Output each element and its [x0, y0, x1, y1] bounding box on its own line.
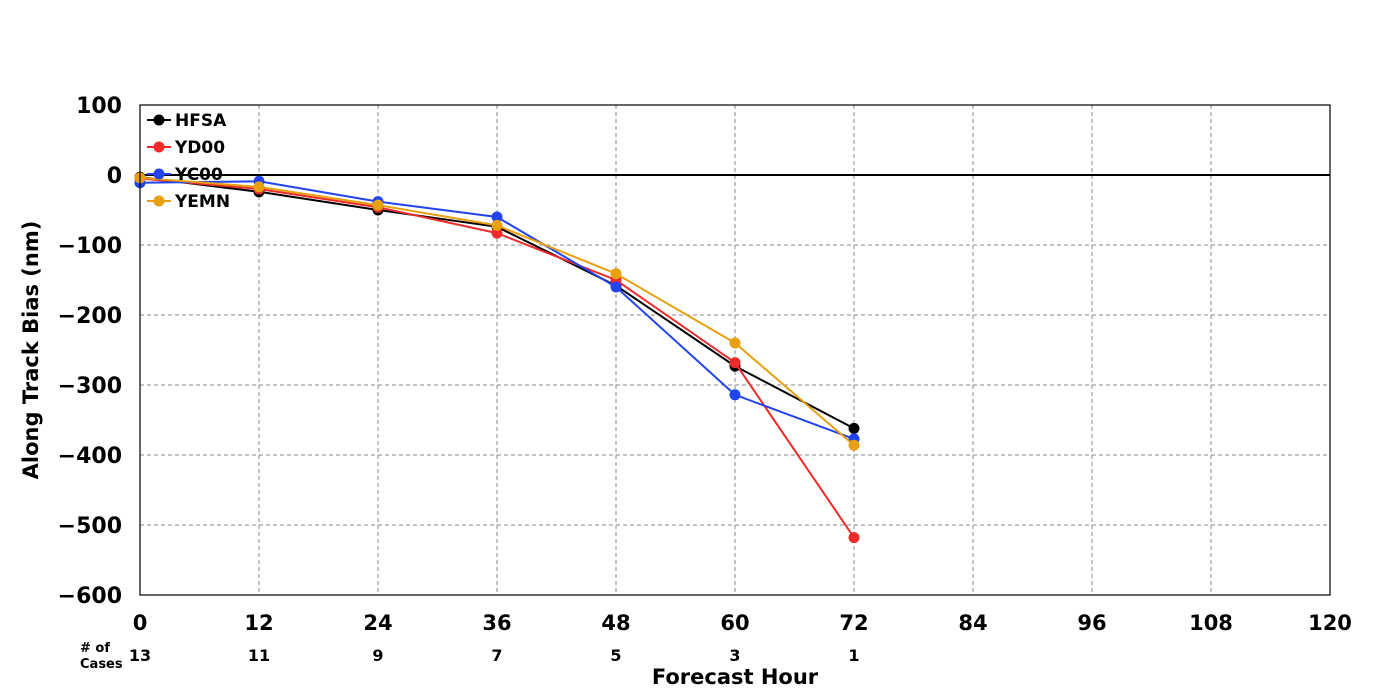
grid-lines	[140, 105, 1330, 595]
x-tick-label: 108	[1189, 611, 1233, 635]
case-count: 3	[729, 646, 740, 665]
x-tick-label: 72	[839, 611, 868, 635]
case-count: 9	[372, 646, 383, 665]
data-point-yc00	[610, 281, 622, 293]
data-point-yc00	[491, 211, 503, 223]
data-point-yc00	[729, 389, 741, 401]
x-tick-label: 12	[244, 611, 273, 635]
legend-item-hfsa: HFSA	[147, 111, 227, 131]
cases-label-line2: Cases	[80, 657, 123, 672]
legend-marker-hfsa	[153, 114, 165, 126]
case-count: 11	[248, 646, 270, 665]
data-point-yd00	[729, 357, 741, 369]
legend: HFSA YD00 YC00 YEMN	[147, 111, 230, 212]
x-tick-label: 96	[1077, 611, 1106, 635]
y-tick-label: −300	[58, 374, 122, 399]
legend-marker-yd00	[153, 141, 165, 153]
x-tick-label: 0	[133, 611, 148, 635]
data-point-yemn	[491, 219, 503, 231]
data-point-yemn	[848, 439, 860, 451]
y-tick-label: 100	[76, 94, 122, 119]
cases-label-line1: # of	[80, 641, 110, 656]
data-point-yemn	[610, 268, 622, 280]
data-point-yemn	[372, 199, 384, 211]
legend-item-yd00: YD00	[147, 138, 225, 158]
x-axis-label: Forecast Hour	[652, 665, 819, 689]
y-tick-label: −500	[58, 514, 122, 539]
x-tick-labels: 0 12 24 36 48 60 72 84 96 108 120	[133, 611, 1352, 635]
legend-marker-yemn	[153, 195, 165, 207]
x-tick-label: 24	[363, 611, 392, 635]
legend-item-yc00: YC00	[147, 165, 223, 185]
case-count: 7	[491, 646, 502, 665]
legend-label-yc00: YC00	[174, 165, 223, 185]
x-tick-label: 84	[958, 611, 987, 635]
case-count: 13	[129, 646, 151, 665]
x-tick-label: 60	[720, 611, 749, 635]
y-tick-label: −100	[58, 234, 122, 259]
legend-item-yemn: YEMN	[147, 192, 230, 212]
case-count: 5	[610, 646, 621, 665]
y-tick-label: −600	[58, 584, 122, 609]
legend-marker-yc00	[153, 168, 165, 180]
legend-label-yemn: YEMN	[174, 192, 230, 212]
legend-label-hfsa: HFSA	[175, 111, 227, 131]
x-tick-label: 48	[601, 611, 630, 635]
case-count: 1	[848, 646, 859, 665]
data-point-yd00	[491, 227, 503, 239]
y-axis-label: Along Track Bias (nm)	[19, 221, 43, 480]
data-point-yd00	[848, 532, 860, 544]
case-counts: # of Cases 13 11 9 7 5 3 1	[80, 641, 860, 672]
y-tick-labels: 100 0 −100 −200 −300 −400 −500 −600	[58, 94, 122, 609]
plot-frame	[139, 104, 1331, 596]
data-point-yemn	[253, 181, 265, 193]
data-point-yemn	[729, 337, 741, 349]
y-tick-label: −200	[58, 304, 122, 329]
y-tick-label: 0	[107, 164, 122, 189]
legend-label-yd00: YD00	[174, 138, 225, 158]
x-tick-label: 120	[1308, 611, 1352, 635]
data-point-hfsa	[848, 422, 860, 434]
y-tick-label: −400	[58, 444, 122, 469]
series-lines	[134, 171, 860, 544]
x-tick-label: 36	[482, 611, 511, 635]
